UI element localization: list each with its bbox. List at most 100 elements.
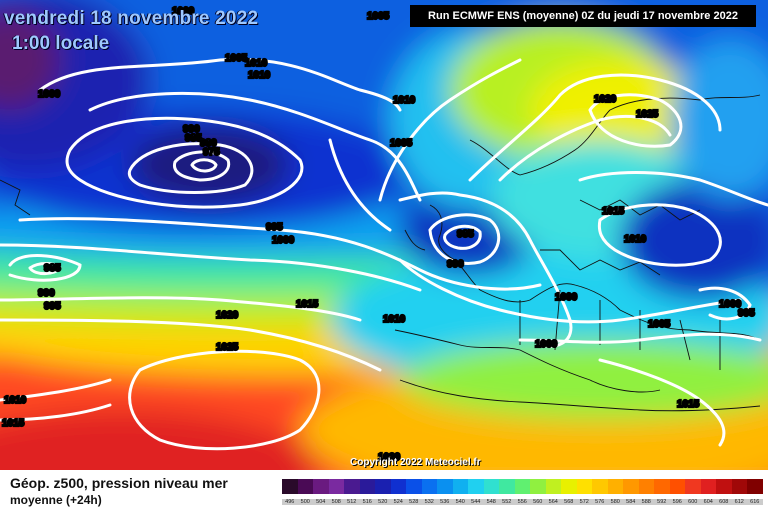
scale-level-label: 504 [316, 499, 326, 505]
scale-level-label: 568 [564, 499, 574, 505]
isobar-label: 1025 [216, 342, 239, 353]
isobar-label: 990 [447, 259, 464, 270]
color-swatch [452, 479, 468, 494]
isobar-label: 990 [183, 124, 200, 135]
isobar-label: 1000 [172, 6, 195, 17]
isobar-label: 1000 [719, 299, 742, 310]
scale-level-label: 556 [517, 499, 527, 505]
color-swatch [561, 479, 577, 494]
isobar-label: 985 [457, 229, 474, 240]
color-swatch [545, 479, 561, 494]
scale-level-label: 600 [688, 499, 698, 505]
scale-level-label: 552 [502, 499, 512, 505]
scale-level-label: 524 [393, 499, 403, 505]
isobar-label: 1015 [677, 399, 700, 410]
isobar-label: 1010 [383, 314, 406, 325]
scale-level-label: 560 [533, 499, 543, 505]
color-swatch [700, 479, 716, 494]
scale-level-label: 576 [595, 499, 605, 505]
isobar-label: 1020 [378, 452, 401, 463]
isobar-label: 995 [738, 308, 755, 319]
color-swatch [282, 479, 298, 494]
isobar-label: 1020 [594, 94, 617, 105]
isobar-label: 1010 [248, 70, 271, 81]
isobar-label: 1010 [624, 234, 647, 245]
scale-level-label: 516 [362, 499, 372, 505]
color-swatch [747, 479, 763, 494]
scale-level-label: 612 [734, 499, 744, 505]
color-swatch [623, 479, 639, 494]
isobar-label: 975 [203, 147, 220, 158]
color-swatch [297, 479, 313, 494]
scale-level-label: 532 [424, 499, 434, 505]
isobar-label: 1025 [636, 109, 659, 120]
isobar-label: 1015 [2, 418, 25, 429]
color-swatch [344, 479, 360, 494]
model-run-info: Run ECMWF ENS (moyenne) 0Z du jeudi 17 n… [410, 5, 756, 27]
scale-level-label: 496 [285, 499, 295, 505]
scale-level-label: 592 [657, 499, 667, 505]
isobar-label: 1010 [393, 95, 416, 106]
forecast-date-title: vendredi 18 novembre 2022 [4, 8, 259, 29]
isobar-label: 1000 [535, 339, 558, 350]
scale-level-label: 540 [455, 499, 465, 505]
geopotential-field [0, 0, 768, 470]
color-swatch [313, 479, 329, 494]
color-swatch [390, 479, 406, 494]
color-scale-labels: 496 500 504 508 512 516 520 524 528 532 536 540 544 5… [282, 499, 763, 505]
isobar-label: 995 [266, 222, 283, 233]
color-swatch [669, 479, 685, 494]
color-swatch [499, 479, 515, 494]
isobar-label: 990 [38, 288, 55, 299]
isobar-label: 1005 [225, 53, 248, 64]
isobar-label: 1000 [38, 89, 61, 100]
scale-level-label: 564 [548, 499, 558, 505]
isobar-labels: 1000 1005 1005 1010 1010 1000 1010 1005 … [1, 5, 756, 464]
legend-title: Géop. z500, pression niveau mer [10, 475, 228, 491]
color-swatch [576, 479, 592, 494]
scale-level-label: 588 [641, 499, 651, 505]
color-swatch [530, 479, 546, 494]
color-swatch [359, 479, 375, 494]
scale-level-label: 580 [610, 499, 620, 505]
color-swatch [406, 479, 422, 494]
color-swatch [468, 479, 484, 494]
isobar-label: 985 [185, 133, 202, 144]
isobar-label: 1005 [367, 11, 390, 22]
scale-level-label: 500 [300, 499, 310, 505]
color-swatch [607, 479, 623, 494]
color-swatch [514, 479, 530, 494]
color-swatch [375, 479, 391, 494]
color-swatch [685, 479, 701, 494]
scale-level-label: 572 [579, 499, 589, 505]
isobar-label: 1020 [216, 310, 239, 321]
isobar-label: 1000 [272, 235, 295, 246]
isobar-label: 980 [200, 138, 217, 149]
color-scale [282, 479, 763, 494]
color-swatch [437, 479, 453, 494]
isobar-label: 1000 [555, 292, 578, 303]
map-canvas: 1000 1005 1005 1010 1010 1000 1010 1005 … [0, 0, 768, 470]
scale-level-label: 520 [378, 499, 388, 505]
scale-level-label: 508 [331, 499, 341, 505]
isobar-label: 995 [44, 301, 61, 312]
color-swatch [654, 479, 670, 494]
scale-level-label: 596 [672, 499, 682, 505]
color-swatch [328, 479, 344, 494]
copyright-notice: Copyright 2022 Meteociel.fr [350, 457, 481, 468]
scale-level-label: 616 [750, 499, 760, 505]
isobar-lines [0, 57, 768, 451]
isobar-label: 1005 [390, 138, 413, 149]
scale-level-label: 528 [409, 499, 419, 505]
scale-level-label: 608 [719, 499, 729, 505]
scale-level-label: 604 [703, 499, 713, 505]
weather-map: 1000 1005 1005 1010 1010 1000 1010 1005 … [0, 0, 768, 470]
color-swatch [483, 479, 499, 494]
isobar-label: 1010 [245, 58, 268, 69]
isobar-label: 1015 [296, 299, 319, 310]
scale-level-label: 544 [471, 499, 481, 505]
scale-level-label: 536 [440, 499, 450, 505]
scale-level-label: 512 [347, 499, 357, 505]
color-swatch [592, 479, 608, 494]
isobar-label: 985 [44, 263, 61, 274]
